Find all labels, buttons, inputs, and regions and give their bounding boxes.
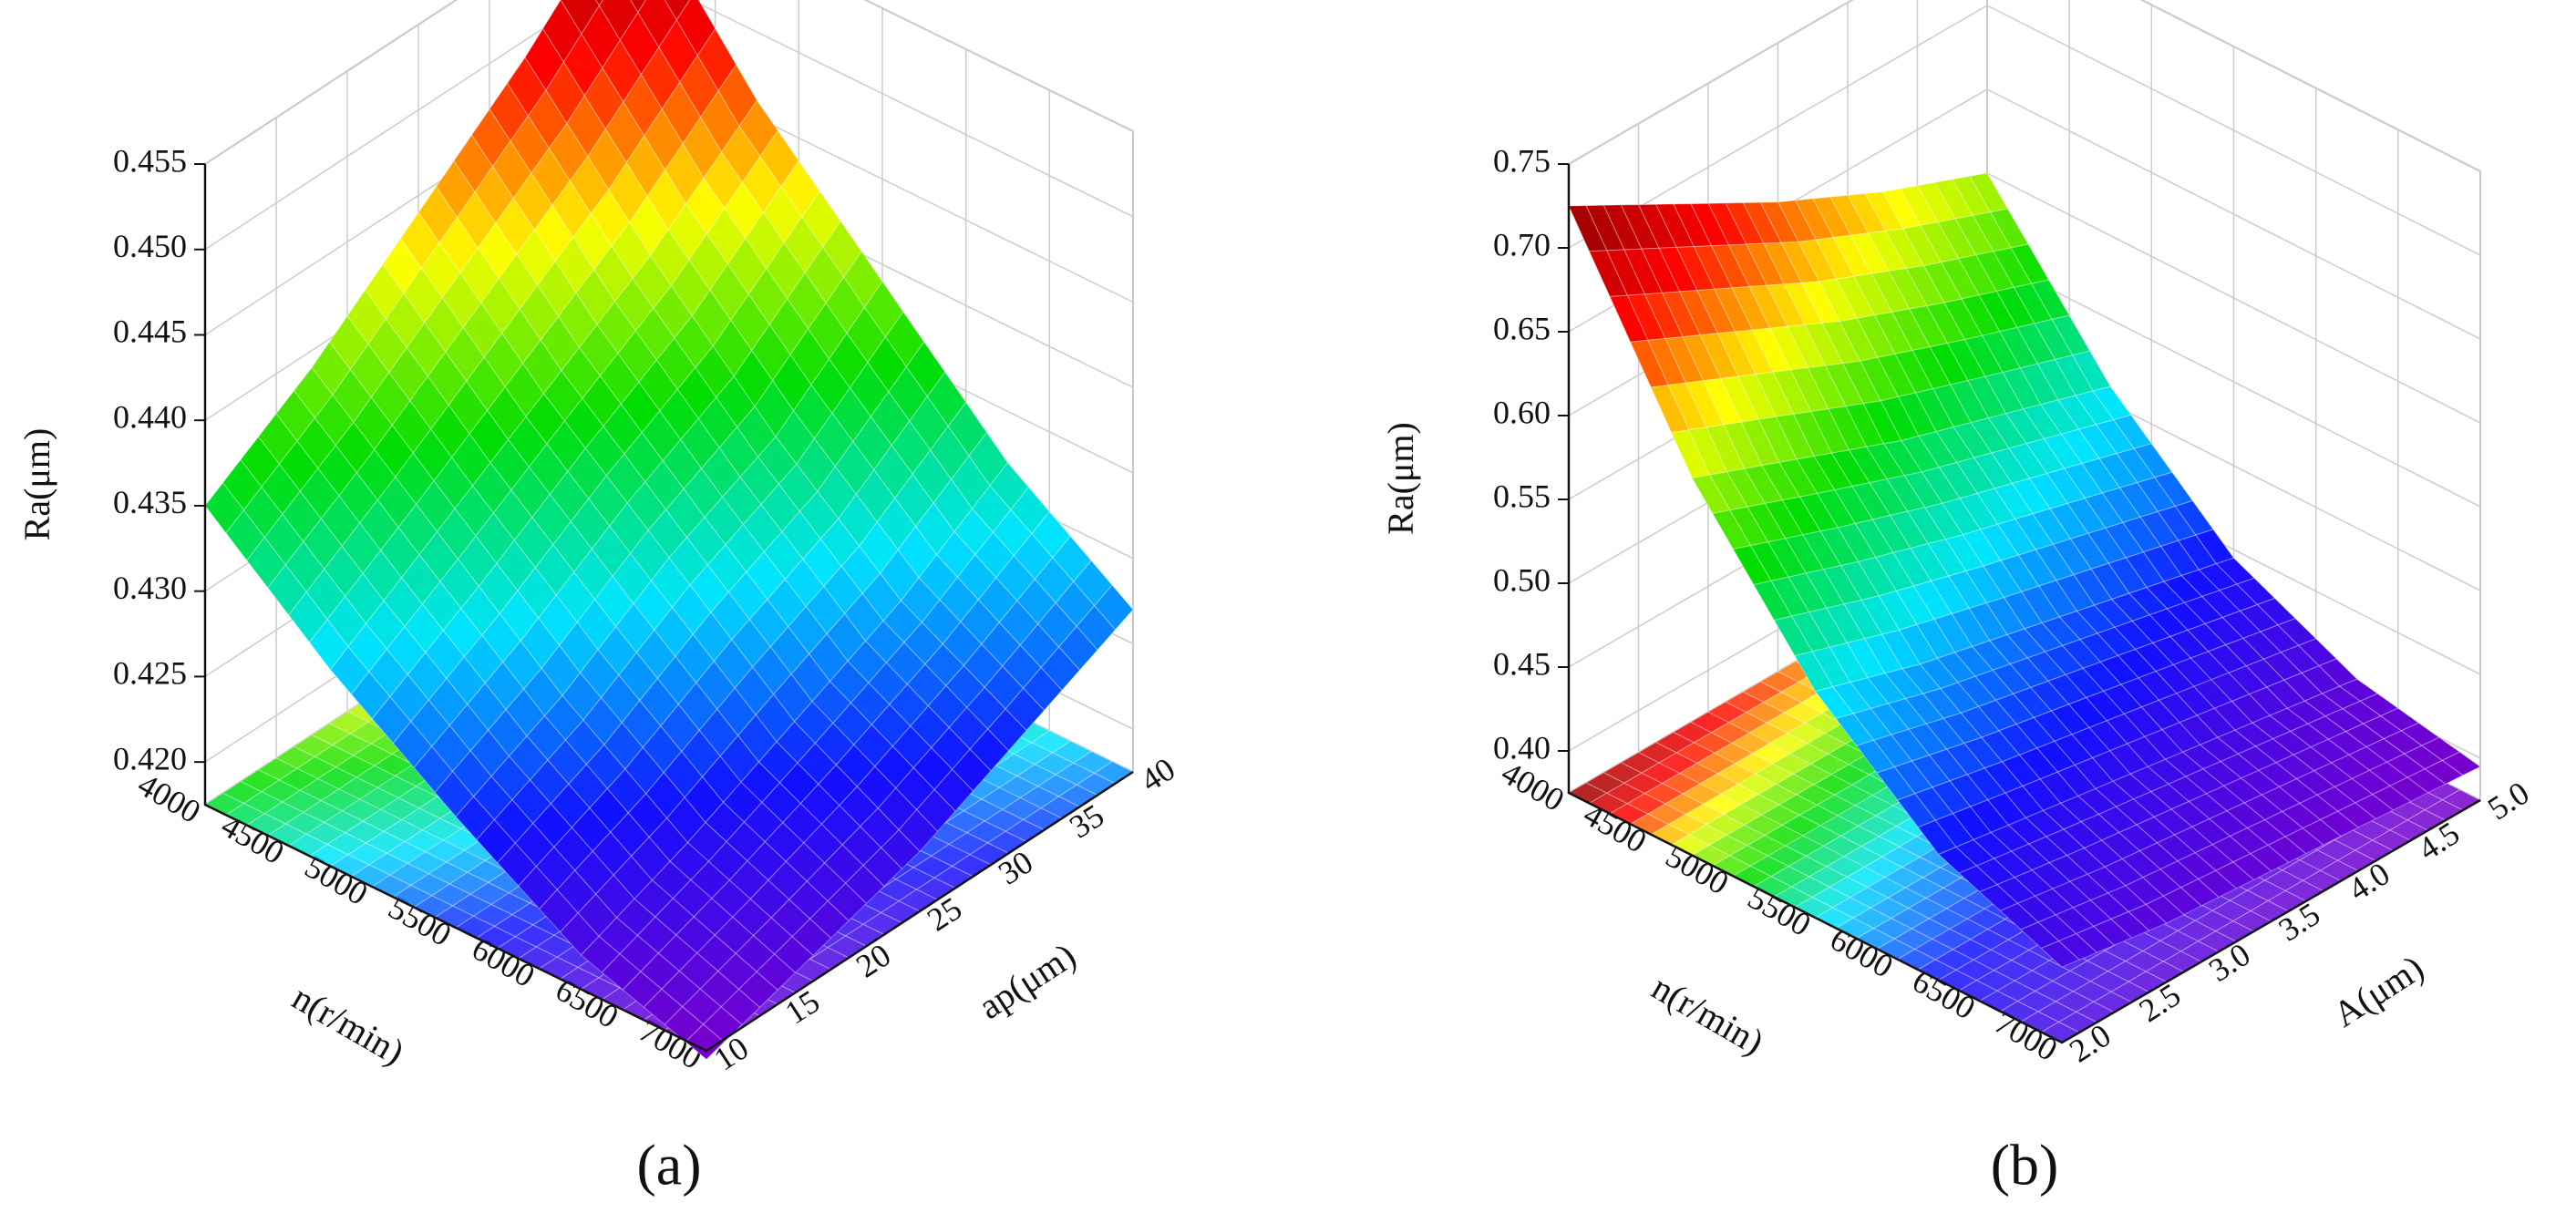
- floor-projection: [1691, 794, 1922, 919]
- surface-cell: [417, 57, 652, 395]
- surface-cell: [775, 281, 1009, 602]
- surface-facet: [685, 1023, 726, 1061]
- z-tick-label: 0.40: [1493, 729, 1551, 766]
- y-tick-label: 5.0: [2481, 775, 2536, 827]
- z-tick-label: 0.75: [1493, 142, 1551, 179]
- surface-facet: [2371, 785, 2412, 811]
- y-tick-label: 40: [1134, 750, 1181, 798]
- surface-facet: [2057, 933, 2098, 961]
- surface-cell: [2251, 678, 2481, 820]
- floor-projection: [203, 734, 438, 868]
- surface-cell: [1919, 628, 2149, 812]
- surface-facet: [1022, 666, 1063, 712]
- z-tick-label: 0.50: [1493, 561, 1551, 598]
- surface-cell: [329, 530, 563, 817]
- surface-facet: [2302, 818, 2342, 846]
- surface-facet: [791, 918, 832, 957]
- surface-facet: [844, 864, 885, 905]
- z-tick-label: 0.430: [113, 570, 187, 606]
- surface-cell: [686, 721, 921, 957]
- panel-label: (a): [636, 1133, 701, 1197]
- y-axis-title: ap(μm): [971, 935, 1083, 1027]
- axis-frame: [1567, 164, 2481, 1044]
- surface-cell: [668, 436, 902, 723]
- surface-cell: [524, 0, 758, 257]
- surface-cell: [1691, 458, 1922, 693]
- surface-facet: [1040, 646, 1081, 692]
- x-axis-title: n(r/min): [285, 976, 411, 1073]
- surface-cell: [2128, 557, 2358, 724]
- surface-facet: [594, 0, 603, 7]
- z-tick-label: 0.450: [113, 228, 187, 264]
- surface-facet: [2179, 879, 2220, 907]
- surface-facet: [2162, 887, 2202, 916]
- surface-facet: [2197, 869, 2238, 899]
- surface-cell: [1777, 190, 2007, 442]
- surface-cell: [1673, 201, 1902, 460]
- surface-facet: [2092, 918, 2133, 946]
- z-tick-label: 0.70: [1493, 226, 1551, 262]
- z-tick-label: 0.445: [113, 313, 187, 350]
- z-tick-label: 0.435: [113, 484, 187, 520]
- z-axis-title: Ra(μm): [1380, 422, 1421, 535]
- panel-label: (b): [1991, 1133, 2059, 1197]
- axis-frame: [203, 164, 1134, 1053]
- surface-facet: [2389, 776, 2429, 802]
- z-tick-label: 0.65: [1493, 310, 1551, 346]
- surface-facet: [630, 0, 647, 14]
- surface-facet: [1005, 687, 1046, 732]
- surface-cell: [580, 841, 814, 1061]
- surface-cell: [1814, 663, 2045, 856]
- surface-cell: [436, 393, 670, 697]
- surface-chart: 0.400.450.500.550.600.650.700.7540004500…: [1380, 0, 2536, 1197]
- z-tick-label: 0.420: [113, 740, 187, 776]
- z-tick-label: 0.60: [1493, 394, 1551, 430]
- surface-cell: [649, 99, 883, 438]
- surface-cell: [793, 600, 1027, 853]
- surface-facet: [2040, 940, 2081, 968]
- z-tick-label: 0.45: [1493, 645, 1551, 682]
- surface-cell: [900, 461, 1134, 732]
- surface-cell: [311, 211, 545, 533]
- z-tick-label: 0.425: [113, 655, 187, 692]
- surface-facet: [951, 748, 992, 792]
- z-tick-label: 0.440: [113, 398, 187, 435]
- surface-facet: [1057, 625, 1098, 672]
- surface-facet: [773, 936, 814, 974]
- surface-chart: 0.420 0.425 0.430 0.435 0.440 0.445 0.450 0.455…: [16, 0, 1181, 1197]
- surface-cell: [2004, 385, 2235, 594]
- surface-facet: [969, 728, 1010, 772]
- surface-cell: [204, 366, 438, 671]
- z-tick-label: 0.455: [113, 142, 187, 179]
- y-axis-title: A(μm): [2326, 947, 2431, 1035]
- surface-facet: [1076, 604, 1117, 651]
- surface-cell: [1568, 203, 1798, 479]
- surface-cell: [2147, 722, 2377, 872]
- floor-projection: [1567, 731, 1798, 857]
- surface-cell: [455, 694, 689, 956]
- z-axis-title: Ra(μm): [16, 428, 57, 541]
- surface-facet: [2441, 751, 2481, 776]
- surface-facet: [933, 768, 974, 812]
- surface-cell: [562, 557, 796, 844]
- surface-cell: [1901, 413, 2130, 630]
- surface-facet: [1093, 584, 1134, 631]
- surface-cell: [1881, 172, 2112, 415]
- surface-cell: [1937, 809, 2168, 968]
- x-axis-title: n(r/min): [1645, 966, 1771, 1063]
- surface-facet: [2336, 802, 2377, 828]
- z-tick-label: 0.55: [1493, 478, 1551, 514]
- surface-facet: [986, 708, 1027, 752]
- surface-cell: [542, 254, 777, 559]
- surface-facet: [2231, 853, 2272, 880]
- surface-cell: [2042, 766, 2272, 924]
